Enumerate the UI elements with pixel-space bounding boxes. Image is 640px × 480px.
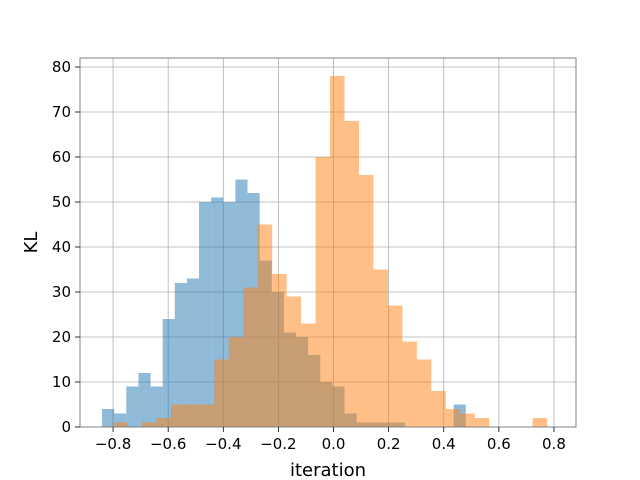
- series-1-bar-4: [170, 404, 186, 427]
- y-tick-label-5: 50: [52, 193, 71, 211]
- series-1-bar-25: [474, 418, 490, 427]
- x-tick-label-5: 0.2: [377, 435, 401, 453]
- series-1-bar-21: [416, 359, 432, 427]
- x-tick-label-6: 0.4: [432, 435, 456, 453]
- series-1-bar-3: [156, 418, 171, 427]
- series-1-bar-29: [532, 418, 548, 427]
- plot-frame: [79, 57, 577, 428]
- x-tick-label-8: 0.8: [542, 435, 566, 453]
- series-1-bar-17: [359, 175, 374, 427]
- x-tick-label-3: −0.2: [260, 435, 296, 453]
- y-tick-label-4: 40: [52, 238, 71, 256]
- series-1-bar-7: [214, 359, 229, 427]
- series-1-bar-22: [431, 391, 446, 427]
- x-tick-label-7: 0.6: [487, 435, 511, 453]
- axis-ticks: −0.8 −0.6 −0.4 −0.2 0.0 0.2 0.4 0.6 0.8 0 10 20 30 40…: [52, 58, 566, 453]
- series-1-bar-18: [373, 269, 388, 427]
- series-1-bar-6: [199, 404, 215, 427]
- y-tick-label-1: 10: [52, 373, 71, 391]
- y-axis-label: KL: [21, 232, 42, 254]
- y-tick-label-0: 0: [61, 418, 71, 436]
- x-tick-label-2: −0.4: [205, 435, 241, 453]
- series-0-bar-0: [102, 409, 115, 427]
- x-tick-label-1: −0.6: [150, 435, 186, 453]
- y-tick-label-2: 20: [52, 328, 71, 346]
- series-0-bar-7: [186, 278, 200, 427]
- series-0-bar-5: [162, 319, 175, 427]
- series-1-bar-11: [272, 274, 287, 427]
- series-1-bar-15: [330, 76, 345, 427]
- x-tick-label-0: −0.8: [95, 435, 131, 453]
- series-1-bar-16: [344, 121, 359, 427]
- series-1-bar-20: [402, 341, 417, 427]
- x-axis-label: iteration: [290, 460, 366, 480]
- x-tick-label-4: 0.0: [322, 435, 346, 453]
- series-1-bar-0: [113, 422, 128, 427]
- series-1-bar-8: [228, 337, 244, 427]
- series-1-bar-5: [185, 404, 200, 427]
- y-tick-label-8: 80: [52, 58, 71, 76]
- series-1-bar-24: [460, 413, 475, 427]
- series-0-bar-6: [174, 283, 187, 427]
- series-0-bar-2: [126, 386, 139, 427]
- series-1-bar-23: [445, 409, 461, 427]
- series-1-bar-10: [257, 224, 273, 427]
- y-tick-label-7: 70: [52, 103, 71, 121]
- series-0-bar-8: [199, 202, 212, 427]
- series-1-bar-9: [243, 287, 258, 427]
- series-1-bar-14: [315, 157, 331, 427]
- y-tick-label-3: 30: [52, 283, 71, 301]
- bars: [102, 76, 548, 427]
- series-1-bar-13: [301, 323, 316, 427]
- series-1-bar-19: [387, 305, 403, 427]
- series-0-bar-3: [138, 373, 151, 427]
- series-1-bar-12: [286, 296, 302, 427]
- y-tick-label-6: 60: [52, 148, 71, 166]
- series-0-bar-4: [150, 386, 163, 427]
- series-1-bar-2: [142, 422, 157, 427]
